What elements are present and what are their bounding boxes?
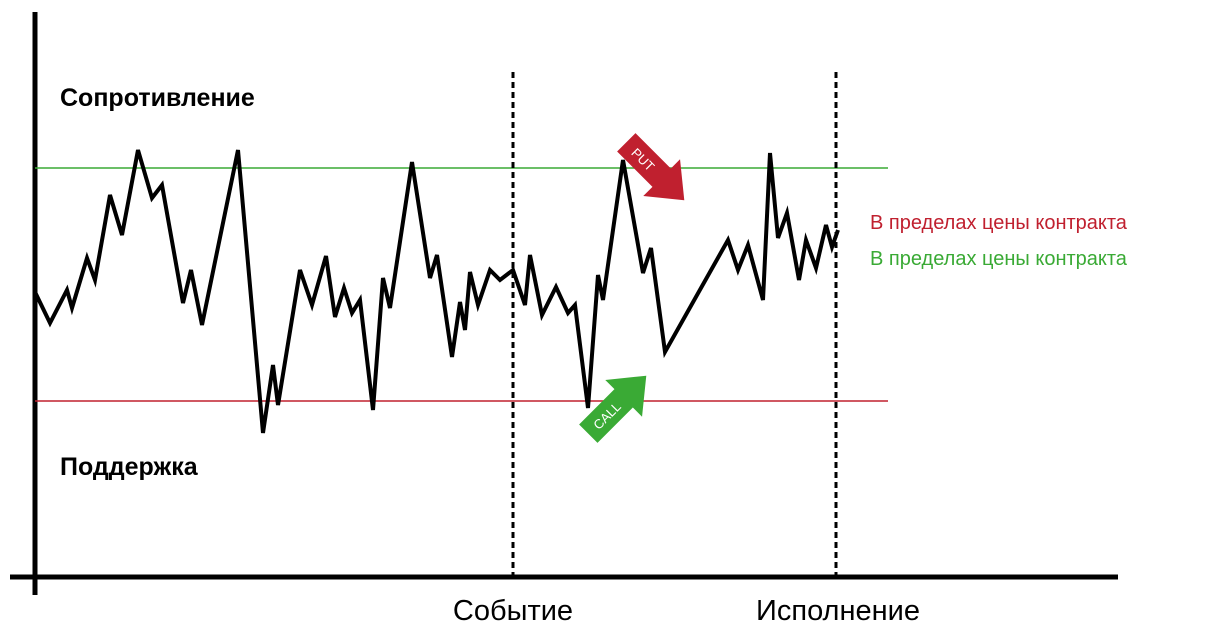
event-label: Событие xyxy=(453,595,573,625)
price-line xyxy=(33,149,840,434)
support-label: Поддержка xyxy=(60,453,199,481)
expiry-label: Исполнение xyxy=(756,595,920,625)
put-arrow-shape xyxy=(617,133,685,201)
resistance-label: Сопротивление xyxy=(60,84,255,112)
legend-green: В пределах цены контракта xyxy=(870,248,1128,270)
legend-red: В пределах цены контракта xyxy=(870,212,1128,234)
call-arrow-shape xyxy=(579,375,647,443)
